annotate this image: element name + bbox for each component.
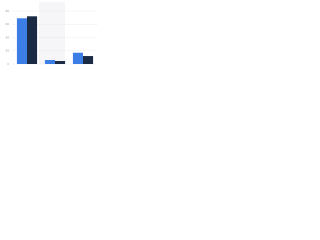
y-tick-label: 80 <box>6 9 10 13</box>
chart: 0 20 40 60 80 <box>0 0 100 71</box>
y-tick-label: 60 <box>6 22 10 26</box>
bar <box>55 61 66 64</box>
y-tick-label: 0 <box>7 62 9 66</box>
highlight-band <box>39 2 65 64</box>
bar <box>16 18 27 65</box>
bar <box>72 52 83 64</box>
bar <box>44 60 55 64</box>
bar <box>27 16 38 64</box>
y-tick-label: 40 <box>6 35 10 39</box>
bar <box>83 56 94 64</box>
y-tick-label: 20 <box>6 49 10 53</box>
